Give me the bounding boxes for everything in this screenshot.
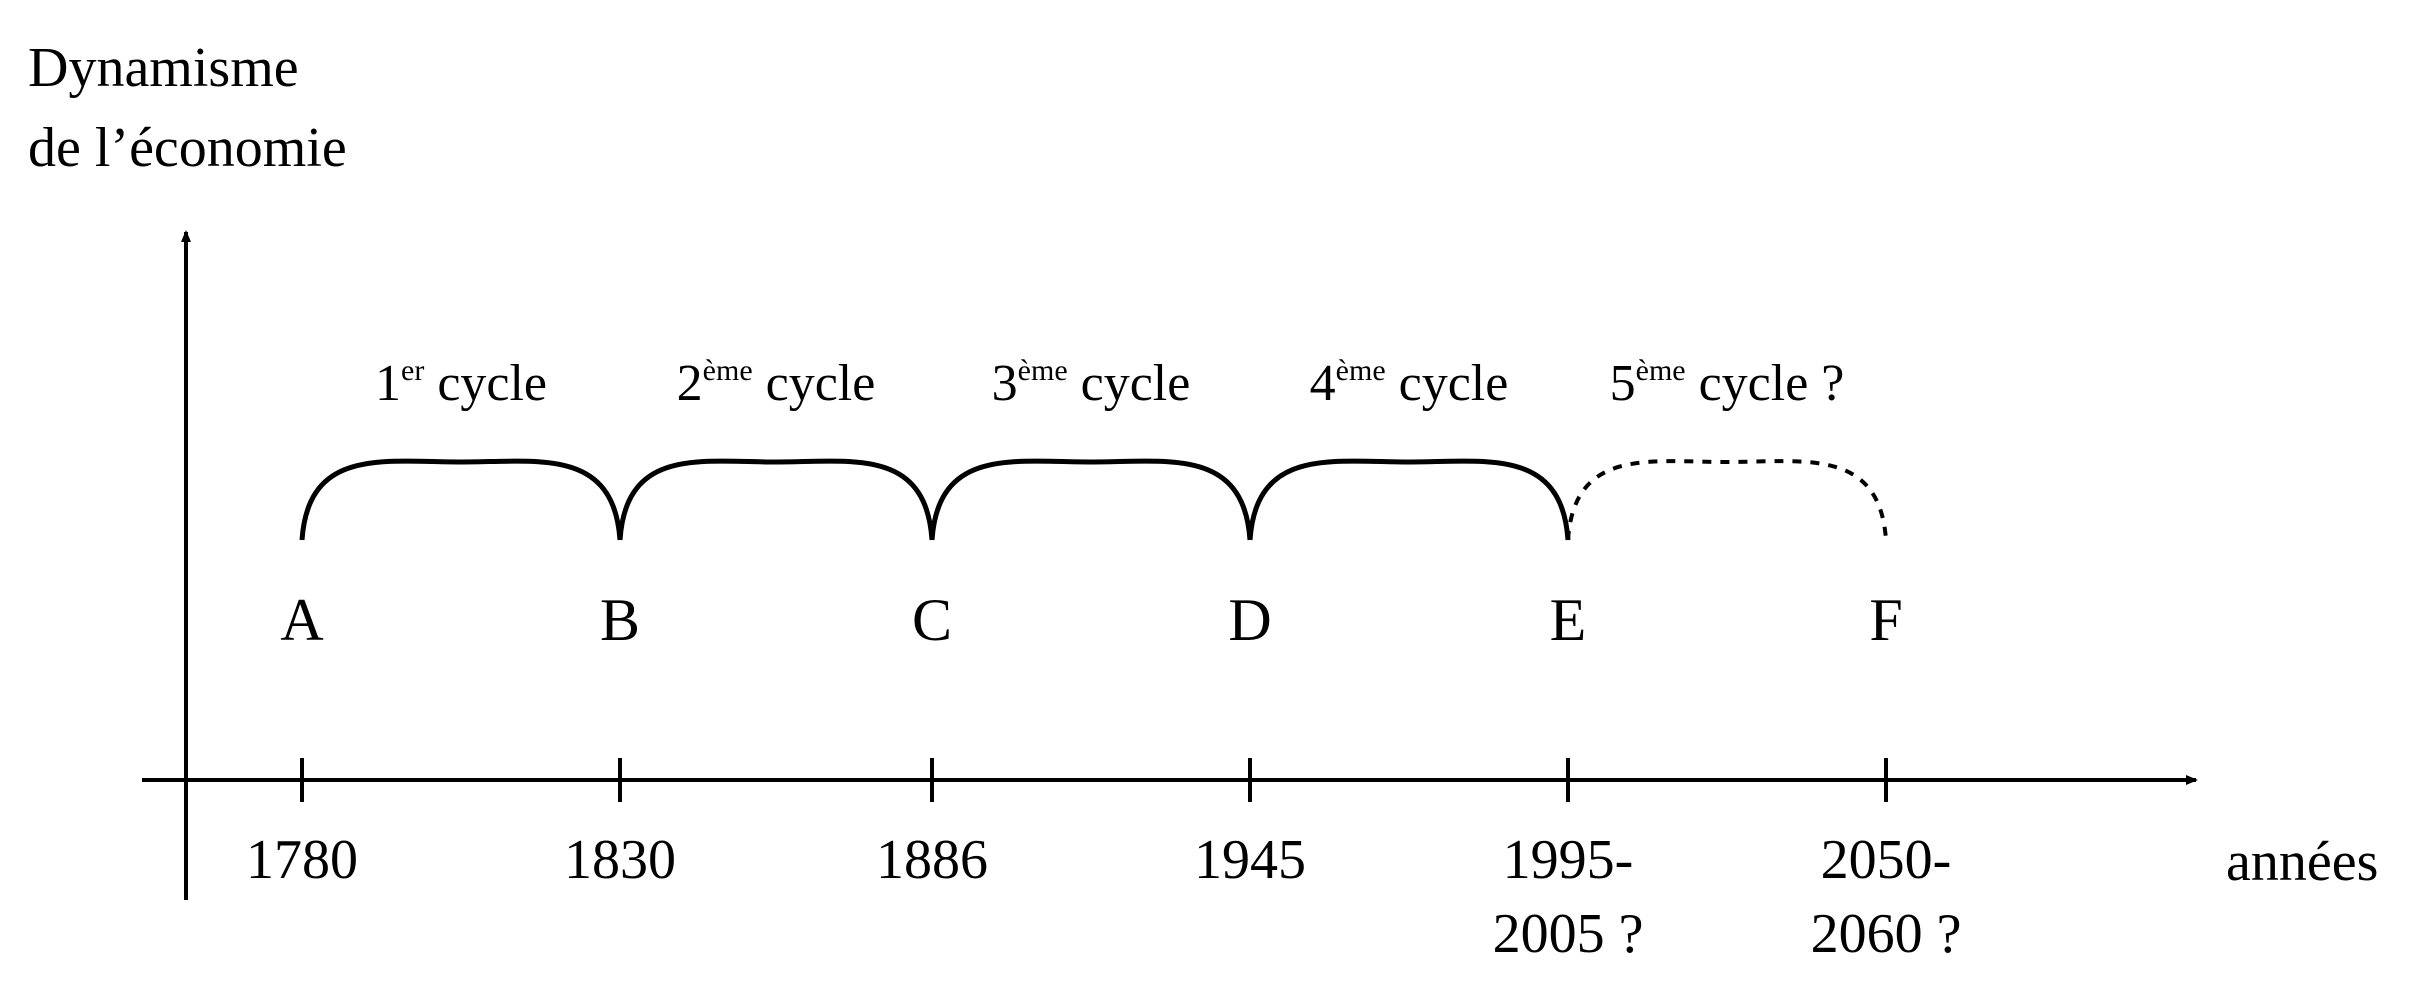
cycle-word: cycle	[437, 355, 547, 412]
cycle-label: 3ème cycle	[992, 354, 1191, 412]
cycle-label: 5ème cycle ?	[1610, 354, 1845, 412]
cycle-label: 4ème cycle	[1310, 354, 1509, 412]
cycle-arc	[299, 458, 623, 541]
point-label: C	[912, 587, 952, 653]
y-axis-label-line-2: de l’économie	[28, 117, 347, 179]
point-label: D	[1228, 587, 1271, 653]
cycle-label-space	[753, 355, 766, 412]
point-label: E	[1550, 587, 1587, 653]
cycle-word: cycle ?	[1699, 355, 1845, 412]
cycle-label: 2ème cycle	[677, 354, 876, 412]
year-label: 2050-	[1821, 829, 1952, 891]
y-axis-label-line-1: Dynamisme	[28, 37, 299, 99]
cycle-arc	[1566, 459, 1888, 541]
cycle-label-space	[1686, 355, 1699, 412]
year-label: 1995-	[1503, 829, 1634, 891]
cycle-label: 1er cycle	[375, 354, 547, 412]
year-label: 1830	[564, 829, 676, 891]
cycle-number: 5	[1610, 355, 1636, 412]
cycle-word: cycle	[1399, 355, 1509, 412]
year-label: 1945	[1194, 829, 1306, 891]
diagram-marks: A 1780 B 1830 C 1886 D 1945 E 1995- 2005 ? F 2050- 20…	[246, 354, 1961, 965]
year-label: 1886	[876, 829, 988, 891]
cycle-ordinal-suffix: ème	[1636, 354, 1686, 387]
cycle-arc	[617, 458, 935, 541]
year-label: 2005 ?	[1493, 903, 1644, 965]
year-label: 2060 ?	[1811, 903, 1962, 965]
x-axis-label: années	[2226, 831, 2378, 893]
year-label: 1780	[246, 829, 358, 891]
cycle-number: 3	[992, 355, 1018, 412]
cycle-word: cycle	[766, 355, 876, 412]
cycle-word: cycle	[1081, 355, 1191, 412]
cycle-arc	[929, 458, 1253, 541]
cycle-ordinal-suffix: er	[401, 354, 424, 387]
point-label: B	[600, 587, 640, 653]
cycle-label-space	[1068, 355, 1081, 412]
cycle-arc	[1247, 458, 1571, 541]
cycle-number: 4	[1310, 355, 1336, 412]
point-label: A	[280, 587, 323, 653]
cycle-ordinal-suffix: ème	[1018, 354, 1068, 387]
point-label: F	[1869, 587, 1902, 653]
cycle-number: 1	[375, 355, 401, 412]
cycle-label-space	[424, 355, 437, 412]
cycle-label-space	[1386, 355, 1399, 412]
cycle-ordinal-suffix: ème	[703, 354, 753, 387]
y-axis-label: Dynamisme de l’économie	[28, 37, 347, 179]
cycle-number: 2	[677, 355, 703, 412]
cycle-ordinal-suffix: ème	[1336, 354, 1386, 387]
